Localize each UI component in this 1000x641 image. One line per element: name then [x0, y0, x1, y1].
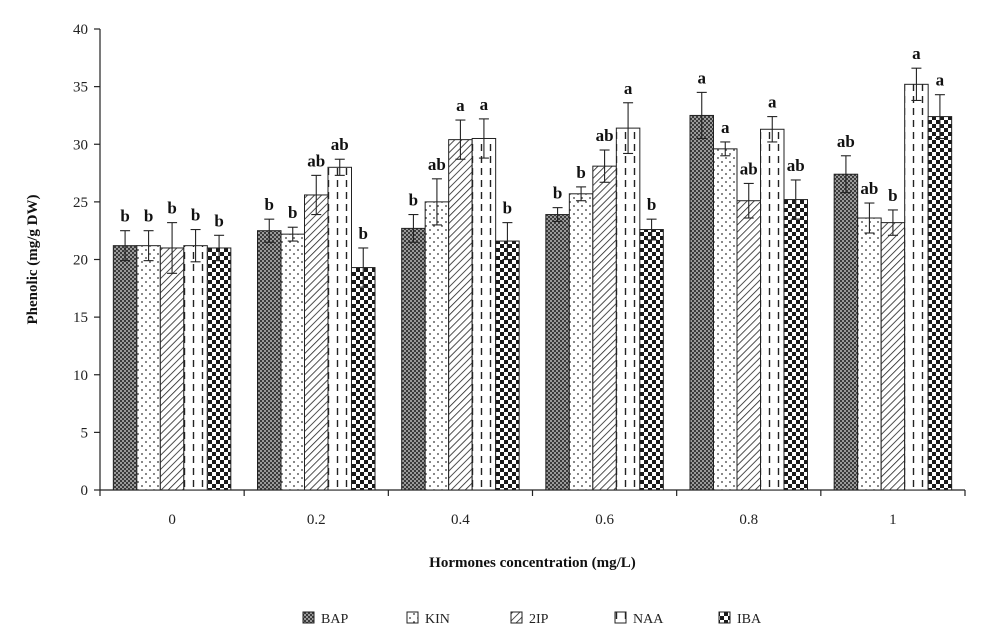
significance-label: b [503, 199, 512, 218]
significance-label: a [698, 68, 707, 87]
y-tick-label: 5 [81, 425, 89, 441]
bar-bap-0.4 [401, 227, 426, 491]
y-axis-title: Phenolic (mg/g DW) [25, 195, 41, 325]
bar-2ip-0.2 [304, 194, 329, 491]
x-tick-label: 0.8 [739, 512, 758, 528]
legend-swatch-iba [718, 611, 731, 624]
bar-naa-0.8 [760, 128, 785, 491]
x-tick-label: 0.4 [451, 512, 470, 528]
significance-label: ab [428, 155, 446, 174]
significance-label: a [480, 95, 489, 114]
bar-kin-0.6 [568, 193, 594, 491]
significance-label: a [456, 96, 465, 115]
bar-kin-0 [136, 245, 161, 491]
bar-2ip-1 [880, 222, 906, 491]
bar-kin-1 [857, 217, 882, 491]
significance-label: b [647, 195, 656, 214]
bar-naa-0.4 [471, 137, 497, 491]
significance-label: b [888, 186, 897, 205]
y-tick-label: 20 [73, 253, 88, 269]
bar-naa-0 [183, 245, 208, 491]
significance-label: a [936, 71, 945, 90]
legend-label-naa: NAA [633, 612, 664, 627]
significance-label: b [214, 211, 223, 230]
bar-bap-1 [833, 173, 859, 491]
bar-bap-0.8 [689, 114, 714, 491]
significance-label: b [191, 206, 200, 225]
bar-iba-0.4 [495, 240, 520, 491]
significance-label: b [409, 191, 418, 210]
x-tick-label: 0.2 [307, 512, 326, 528]
significance-label: b [288, 203, 297, 222]
significance-label: b [167, 199, 176, 218]
bar-2ip-0.8 [736, 200, 761, 491]
bar-iba-0 [206, 247, 232, 491]
bar-iba-0.2 [351, 267, 376, 491]
legend-label-kin: KIN [425, 612, 450, 627]
bar-bap-0.6 [545, 214, 570, 491]
y-tick-label: 40 [73, 22, 88, 38]
y-tick-label: 35 [73, 80, 88, 96]
significance-label: a [721, 118, 730, 137]
bar-2ip-0.6 [592, 165, 617, 491]
bar-iba-0.6 [639, 229, 664, 491]
bar-2ip-0.4 [448, 139, 473, 491]
legend-swatch-bap [302, 611, 315, 624]
x-tick-label: 1 [889, 512, 897, 528]
significance-label: b [576, 163, 585, 182]
bar-naa-1 [904, 83, 929, 491]
significance-label: b [265, 195, 274, 214]
bar-bap-0 [112, 245, 138, 491]
significance-label: b [144, 207, 153, 226]
significance-label: ab [860, 179, 878, 198]
significance-label: a [624, 79, 633, 98]
bar-kin-0.2 [280, 233, 305, 491]
bar-iba-0.8 [783, 199, 808, 491]
bar-naa-0.6 [615, 127, 641, 491]
legend-label-bap: BAP [321, 612, 348, 627]
significance-label: ab [307, 151, 325, 170]
y-tick-label: 15 [73, 310, 88, 326]
significance-label: ab [787, 156, 805, 175]
significance-label: ab [740, 159, 758, 178]
x-tick-label: 0.6 [595, 512, 614, 528]
x-tick-label: 0 [168, 512, 176, 528]
significance-label: b [120, 207, 129, 226]
significance-label: ab [596, 126, 614, 145]
significance-label: a [768, 93, 777, 112]
significance-label: b [359, 224, 368, 243]
significance-label: a [912, 44, 921, 63]
x-axis-title: Hormones concentration (mg/L) [429, 555, 636, 571]
bar-2ip-0 [159, 247, 185, 491]
bar-kin-0.4 [424, 201, 450, 491]
bar-kin-0.8 [713, 148, 738, 491]
bar-bap-0.2 [257, 230, 282, 491]
legend-label-2ip: 2IP [529, 612, 549, 627]
y-tick-label: 10 [73, 368, 88, 384]
y-tick-label: 25 [73, 195, 88, 211]
legend-label-iba: IBA [737, 612, 762, 627]
significance-label: ab [331, 135, 349, 154]
y-tick-label: 0 [81, 483, 89, 499]
legend-swatch-2ip [510, 611, 523, 624]
bar-naa-0.2 [327, 166, 352, 491]
significance-label: ab [837, 132, 855, 151]
bar-iba-1 [927, 116, 953, 491]
legend-swatch-naa [614, 611, 627, 624]
significance-label: b [553, 184, 562, 203]
legend-swatch-kin [406, 611, 419, 624]
y-tick-label: 30 [73, 137, 88, 153]
